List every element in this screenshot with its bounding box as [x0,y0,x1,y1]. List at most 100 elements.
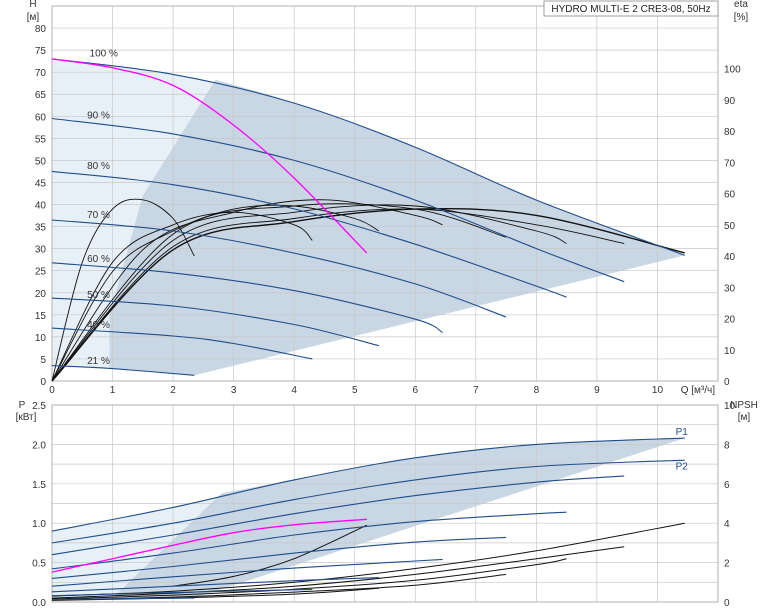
x-tick-label: 7 [473,385,479,396]
y2-tick-label: 50 [724,221,736,232]
y-axis-unit: [м] [27,12,40,23]
y2-tick-label: 70 [724,158,736,169]
x-tick-label: 0 [49,385,55,396]
speed-label: 80 % [87,161,110,172]
head-curve-0 [51,58,685,256]
head-curve-1 [51,117,625,283]
y2-axis-title: NPSH [730,400,758,411]
y2-tick-label: 0 [724,598,730,609]
head-curve-5 [51,297,380,347]
y-tick-label: 10 [35,333,47,344]
x-tick-label: 3 [231,385,237,396]
y-tick-label: 50 [35,156,47,167]
speed-label: 50 % [87,290,110,301]
y-axis-title: H [29,0,36,10]
y-tick-label: 15 [35,311,47,322]
speed-label: 21 % [87,356,110,367]
y2-tick-label: 60 [724,190,736,201]
y-tick-label: 70 [35,68,47,79]
y2-tick-label: 90 [724,96,736,107]
npsh-curve-5 [173,524,368,587]
y-axis-unit: [кВт] [16,412,37,423]
y-tick-label: 35 [35,223,47,234]
speed-label: 100 % [90,49,118,60]
y-tick-label: 1.5 [32,480,46,491]
power-npsh-plot: P1 P2 0.0 0.5 1.0 1.5 2.0 2.5 0 2 4 6 8 10 P[кВт] NPSH[… [16,400,758,609]
power-curve-1 [51,459,685,544]
x-tick-label: 8 [534,385,540,396]
y-tick-label: 55 [35,134,47,145]
power-curve-5 [51,558,443,587]
y2-tick-label: 20 [724,315,736,326]
y2-tick-label: 10 [724,346,736,357]
power-curve-8 [51,597,195,601]
head-efficiency-plot: 100 %90 %80 %70 %60 %50 %40 %21 %0 1 2 3 4 5 6… [27,0,749,396]
npsh-curve-0 [51,522,685,597]
npsh-curve-1 [51,546,625,599]
y-tick-label: 0.5 [32,559,46,570]
power-curve-6 [51,577,379,593]
title-box [543,0,719,17]
y-tick-label: 30 [35,245,47,256]
duty-curve [51,58,368,254]
eta-curve-0 [51,198,195,382]
y-tick-label: 5 [40,355,46,366]
speed-label: 70 % [87,210,110,221]
y2-tick-label: 10 [724,401,736,412]
y-tick-label: 0 [40,377,46,388]
y-tick-label: 75 [35,46,47,57]
x-tick-label: 6 [412,385,418,396]
y-tick-label: 65 [35,90,47,101]
x-tick-label: 9 [594,385,600,396]
plot-frame [51,5,719,382]
y2-tick-label: 8 [724,440,730,451]
y2-tick-label: 0 [724,377,730,388]
chart-title: HYDRO MULTI-E 2 CRE3-08, 50Hz [551,4,710,15]
y-axis-title: P [19,400,26,411]
head-curve-7 [51,365,195,376]
npsh-curve-2 [51,558,567,600]
y2-axis-title: eta [734,0,748,10]
eta-curve-3 [51,199,443,382]
y2-axis-unit: [м] [738,412,751,423]
y-tick-label: 60 [35,112,47,123]
y2-tick-label: 80 [724,127,736,138]
plot-frame [51,404,719,603]
power-range-dark [112,438,685,599]
y-tick-label: 1.0 [32,519,46,530]
duty-power-curve [51,518,367,573]
y2-tick-label: 40 [724,252,736,263]
eta-curve-6 [51,208,625,382]
y-tick-label: 80 [35,24,47,35]
y2-tick-label: 100 [724,65,741,76]
y2-tick-label: 4 [724,519,730,530]
head-curve-3 [51,219,507,318]
y-tick-label: 2.5 [32,401,46,412]
power-curve-3 [51,511,567,570]
x-axis-title: Q [м³/ч] [681,385,716,396]
head-curve-4 [51,262,443,333]
y-tick-label: 45 [35,178,47,189]
x-tick-label: 4 [291,385,297,396]
speed-label: 60 % [87,254,110,265]
series-label: P1 [676,427,689,438]
x-tick-label: 2 [170,385,176,396]
y2-axis-unit: [%] [734,12,749,23]
power-curve-0 [51,437,685,532]
y2-tick-label: 2 [724,559,730,570]
y-tick-label: 40 [35,201,47,212]
y2-tick-label: 6 [724,480,730,491]
x-tick-label: 10 [652,385,664,396]
eta-curve-1 [51,211,313,382]
x-tick-label: 5 [352,385,358,396]
eta-curve-2 [51,204,380,382]
operating-range-dark [109,79,685,376]
y-tick-label: 0.0 [32,598,46,609]
power-curve-2 [51,475,625,556]
y2-tick-label: 30 [724,283,736,294]
power-curve-7 [51,588,313,597]
y-tick-label: 25 [35,267,47,278]
head-curve-6 [51,327,313,360]
y-tick-label: 20 [35,289,47,300]
